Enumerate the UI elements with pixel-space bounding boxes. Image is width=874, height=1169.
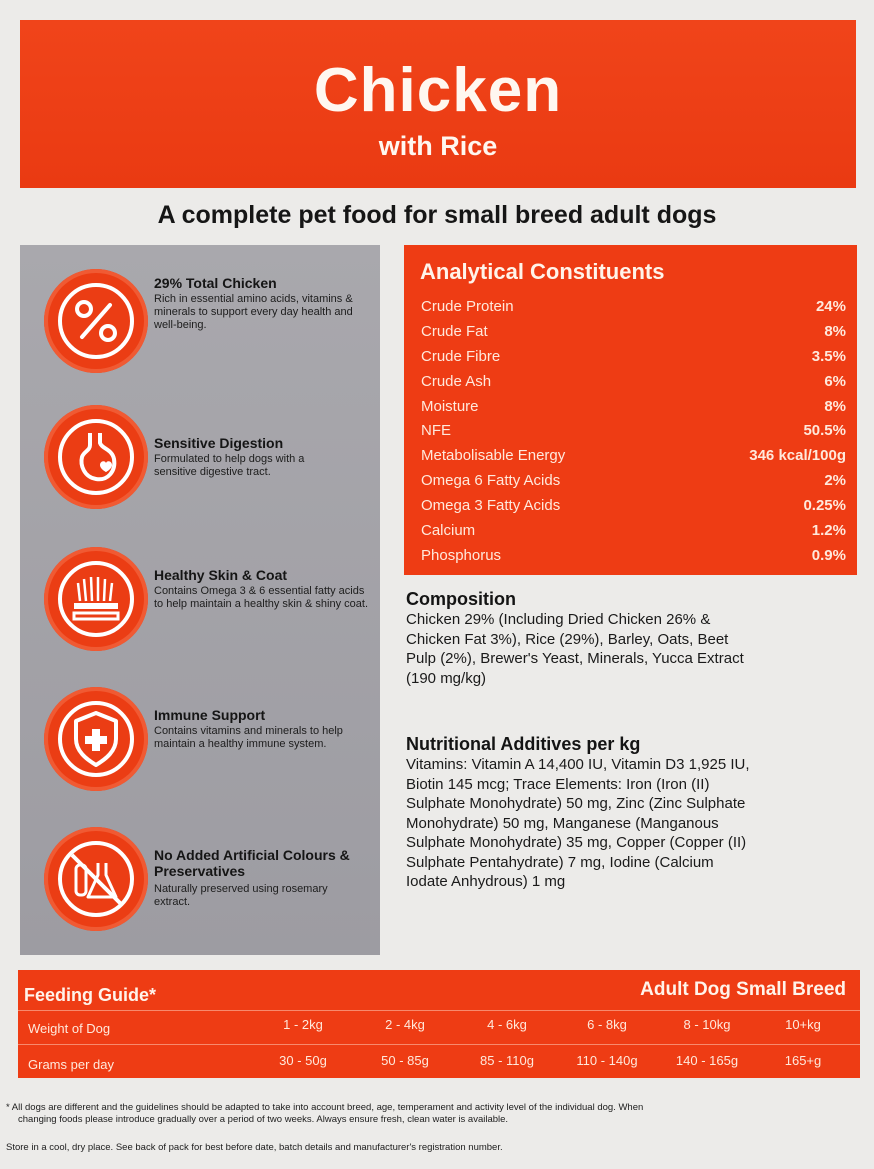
- table-divider: [18, 1044, 860, 1045]
- feature-description: Rich in essential amino acids, vitamins …: [154, 293, 353, 331]
- footnote: * All dogs are different and the guideli…: [6, 1102, 644, 1113]
- footnote: changing foods please introduce graduall…: [18, 1114, 509, 1125]
- constituent-value: 346 kcal/100g: [749, 447, 846, 464]
- additives-line: Sulphate Monohydrate) 50 mg, Zinc (Zinc …: [406, 795, 746, 812]
- analytical-row: Crude Fat 8%: [421, 320, 846, 344]
- additives-line: Iodate Anhydrous) 1 mg: [406, 873, 566, 890]
- additives-line: Biotin 145 mcg; Trace Elements: Iron (Ir…: [406, 775, 710, 793]
- constituent-name: Omega 3 Fatty Acids: [421, 497, 561, 514]
- constituent-name: Calcium: [421, 522, 476, 539]
- product-title: Chicken: [313, 56, 563, 125]
- analytical-row: Omega 3 Fatty Acids 0.25%: [421, 494, 846, 518]
- feeding-guide-subtitle: Adult Dog Small Breed: [640, 979, 846, 1000]
- feature-sensitive-digestion: Sensitive Digestion Formulated to help d…: [20, 405, 380, 515]
- feature-total-chicken: 29% Total Chicken Rich in essential amin…: [20, 269, 380, 379]
- constituent-value: 1.2%: [811, 522, 846, 539]
- feature-no-additives: No Added Artificial Colours & Preservati…: [20, 827, 380, 937]
- constituent-value: 50.5%: [803, 422, 846, 439]
- feature-title: Healthy Skin & Coat: [154, 567, 288, 583]
- grams-cell: 30 - 50g: [279, 1053, 327, 1068]
- composition-title: Composition: [406, 589, 516, 609]
- composition-text: Chicken 29% (Including Dried Chicken 26%…: [406, 610, 744, 688]
- analytical-row: Omega 6 Fatty Acids 2%: [421, 469, 846, 493]
- feature-title: No Added Artificial Colours & Preservati…: [154, 847, 350, 879]
- title-banner: Chicken with Rice: [20, 20, 856, 188]
- analytical-title: Analytical Constituents: [420, 259, 665, 284]
- constituent-value: 8%: [824, 398, 846, 415]
- analytical-row: Calcium 1.2%: [421, 519, 846, 543]
- additives-title: Nutritional Additives per kg: [406, 734, 641, 754]
- composition-line: (190 mg/kg): [406, 669, 487, 687]
- constituent-name: Crude Ash: [421, 373, 492, 390]
- constituent-name: Crude Protein: [421, 298, 514, 315]
- grams-cell: 85 - 110g: [480, 1053, 534, 1068]
- feature-description: Contains vitamins and minerals to help m…: [154, 725, 343, 750]
- feature-description: Formulated to help dogs with a sensitive…: [154, 453, 305, 478]
- percent-icon: [44, 269, 148, 373]
- analytical-row: Crude Ash 6%: [421, 370, 846, 394]
- constituent-value: 0.9%: [811, 547, 846, 564]
- tagline: A complete pet food for small breed adul…: [157, 201, 717, 229]
- constituent-name: NFE: [421, 422, 451, 439]
- constituent-value: 3.5%: [811, 348, 846, 365]
- additives-line: Vitamins: Vitamin A 14,400 IU, Vitamin D…: [406, 756, 750, 773]
- additives-line: Sulphate Pentahydrate) 7 mg, Iodine (Cal…: [406, 853, 714, 871]
- feature-immune-support: Immune Support Contains vitamins and min…: [20, 687, 380, 797]
- analytical-row: Phosphorus 0.9%: [421, 544, 846, 568]
- constituent-value: 2%: [824, 472, 846, 489]
- additives-text: Vitamins: Vitamin A 14,400 IU, Vitamin D…: [406, 755, 750, 892]
- feature-title: 29% Total Chicken: [154, 275, 277, 291]
- composition-line: Chicken Fat 3%), Rice (29%), Barley, Oat…: [406, 630, 729, 648]
- benefits-sidebar: 29% Total Chicken Rich in essential amin…: [20, 245, 380, 955]
- constituent-name: Metabolisable Energy: [421, 447, 566, 464]
- constituent-value: 24%: [815, 298, 846, 315]
- additives-line: Sulphate Monohydrate) 35 mg, Copper (Cop…: [406, 834, 747, 851]
- analytical-constituents-panel: Analytical Constituents Crude Protein 24…: [404, 245, 857, 575]
- weight-cell: 1 - 2kg: [283, 1017, 323, 1032]
- analytical-row: NFE 50.5%: [421, 419, 846, 443]
- constituent-name: Crude Fibre: [421, 348, 501, 365]
- composition-line: Pulp (2%), Brewer's Yeast, Minerals, Yuc…: [406, 650, 744, 667]
- feature-title: Immune Support: [154, 707, 266, 723]
- analytical-row: Crude Fibre 3.5%: [421, 345, 846, 369]
- feeding-guide-title: Feeding Guide*: [24, 985, 157, 1005]
- no-chemicals-icon: [44, 827, 148, 931]
- analytical-row: Crude Protein 24%: [421, 295, 846, 319]
- grams-cell: 165+g: [784, 1053, 822, 1068]
- constituent-value: 6%: [824, 373, 846, 390]
- weight-cell: 4 - 6kg: [487, 1017, 527, 1032]
- feature-description: Contains Omega 3 & 6 essential fatty aci…: [154, 585, 369, 610]
- grams-label: Grams per day: [28, 1057, 114, 1072]
- constituent-value: 8%: [824, 323, 846, 340]
- shield-icon: [44, 687, 148, 791]
- constituent-name: Omega 6 Fatty Acids: [421, 472, 561, 489]
- feature-title: Sensitive Digestion: [154, 435, 284, 451]
- table-divider: [18, 1010, 860, 1011]
- grams-cell: 110 - 140g: [576, 1053, 638, 1068]
- skin-coat-icon: [44, 547, 148, 651]
- analytical-row: Metabolisable Energy 346 kcal/100g: [421, 444, 846, 468]
- weight-cell: 2 - 4kg: [385, 1017, 425, 1032]
- weight-label: Weight of Dog: [28, 1021, 111, 1036]
- feature-skin-coat: Healthy Skin & Coat Contains Omega 3 & 6…: [20, 547, 380, 657]
- weight-cell: 10+kg: [785, 1017, 821, 1032]
- constituent-name: Crude Fat: [421, 323, 488, 340]
- storage-note: Store in a cool, dry place. See back of …: [6, 1142, 503, 1153]
- weight-cell: 8 - 10kg: [683, 1017, 731, 1032]
- grams-cell: 140 - 165g: [675, 1053, 739, 1068]
- constituent-value: 0.25%: [803, 497, 846, 514]
- grams-cell: 50 - 85g: [381, 1053, 429, 1068]
- product-subtitle: with Rice: [378, 131, 498, 161]
- feature-description: Naturally preserved using rosemary extra…: [154, 883, 328, 908]
- feeding-guide-table: Feeding Guide* Adult Dog Small Breed Wei…: [18, 970, 860, 1078]
- stomach-icon: [44, 405, 148, 509]
- additives-line: Monohydrate) 50 mg, Manganese (Manganous: [406, 814, 719, 832]
- weight-cell: 6 - 8kg: [587, 1017, 627, 1032]
- constituent-name: Moisture: [421, 398, 479, 415]
- constituent-name: Phosphorus: [421, 547, 502, 564]
- analytical-row: Moisture 8%: [421, 395, 846, 419]
- composition-line: Chicken 29% (Including Dried Chicken 26%…: [406, 611, 711, 628]
